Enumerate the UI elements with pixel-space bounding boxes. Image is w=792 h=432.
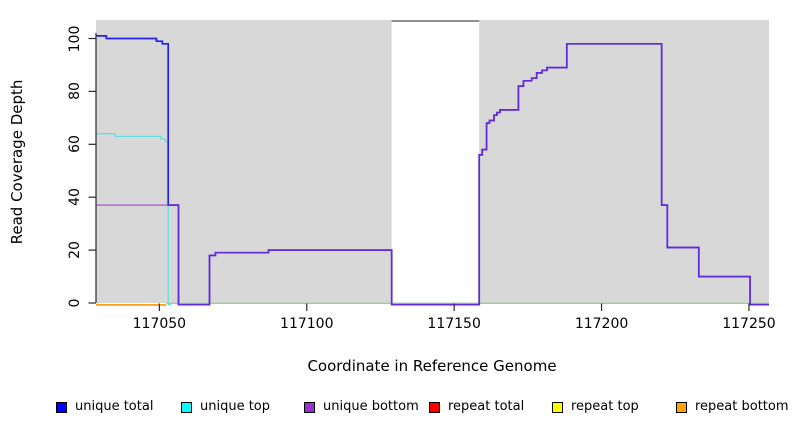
legend-item-unique-bottom: unique bottom [304,400,419,414]
legend-label: unique total [75,399,154,414]
legend-label: repeat total [448,399,525,414]
gap-band [391,20,480,303]
legend-item-unique-top: unique top [181,400,270,414]
x-tick-label: 117150 [427,316,481,332]
legend-label: unique top [200,399,271,414]
x-tick-label: 117050 [132,316,187,332]
legend-swatch [181,401,192,413]
legend-item-repeat-bottom: repeat bottom [676,400,789,414]
legend-label: repeat top [571,399,639,414]
series-lines [96,35,769,306]
legend-swatch [56,401,67,413]
legend-label: unique bottom [323,399,419,414]
x-tick-label: 117100 [280,316,334,332]
y-axis-title: Read Coverage Depth [8,79,26,245]
y-tick-label: 60 [67,135,83,154]
legend-item-repeat-top: repeat top [552,400,639,414]
legend-item-repeat-total: repeat total [429,400,524,414]
legend-swatch [304,401,315,413]
y-tick-label: 20 [67,241,83,260]
gap-band-rect [391,22,480,303]
legend-swatch [429,401,440,413]
y-tick-label: 100 [67,25,83,52]
y-tick-label: 40 [67,188,83,207]
x-axis-title: Coordinate in Reference Genome [307,357,557,375]
legend-label: repeat bottom [695,399,789,414]
y-tick-label: 0 [67,298,83,308]
legend-swatch [676,401,687,413]
legend-item-unique-total: unique total [56,400,153,414]
x-tick-label: 117250 [722,316,776,332]
y-tick-label: 80 [67,82,83,101]
x-tick-label: 117200 [574,316,629,332]
series-line-unique-bottom [96,42,769,306]
series-line-unique-top [96,133,172,306]
axes [88,33,750,311]
legend-swatch [552,401,563,413]
